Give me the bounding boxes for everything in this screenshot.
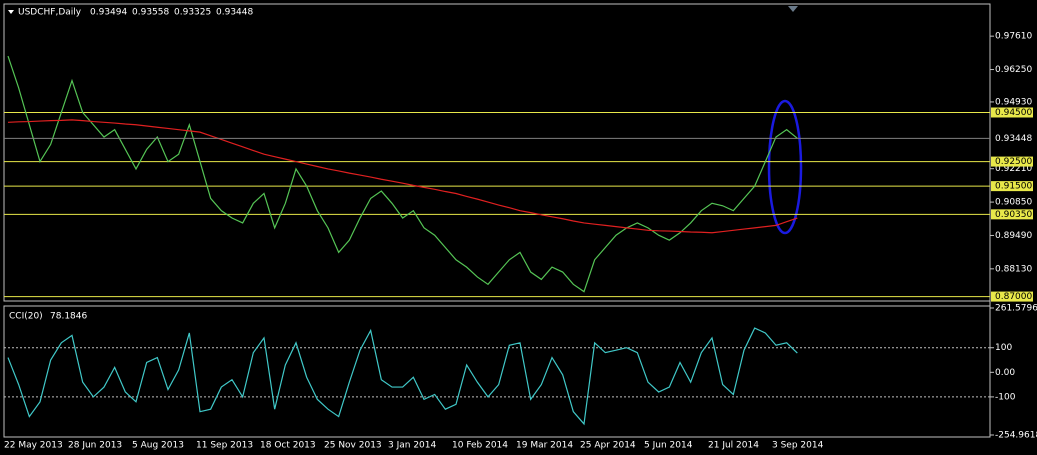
level-label-box — [991, 181, 1033, 192]
x-tick-label: 3 Sep 2014 — [772, 441, 824, 451]
highlight-ellipse — [767, 99, 803, 235]
x-tick-label: 5 Jun 2014 — [644, 441, 693, 451]
x-tick-label: 5 Aug 2013 — [132, 441, 184, 451]
x-tick-label: 18 Oct 2013 — [260, 441, 316, 451]
y-tick-label: -100 — [995, 392, 1016, 402]
shift-marker[interactable] — [788, 6, 798, 12]
y-tick-label: 0.00 — [995, 368, 1015, 378]
close-value: 0.93448 — [216, 8, 253, 18]
x-tick-label: 11 Sep 2013 — [196, 441, 253, 451]
series-line — [7, 55, 798, 293]
current-price-label: 0.93448 — [995, 134, 1032, 144]
menu-arrow[interactable] — [8, 10, 14, 14]
x-tick-label: 28 Jun 2013 — [68, 441, 122, 451]
level-label-box — [991, 156, 1033, 167]
cci-title: CCI(20) — [9, 312, 43, 322]
y-tick-label: 0.90850 — [995, 198, 1032, 208]
y-tick-label: 100 — [995, 343, 1012, 353]
y-tick-label: 261.5796 — [995, 304, 1037, 314]
high-value: 0.93558 — [132, 8, 169, 18]
symbol-title: USDCHF,Daily — [18, 8, 82, 18]
open-value: 0.93494 — [90, 8, 127, 18]
price-panel — [3, 3, 991, 302]
x-tick-label: 21 Jul 2014 — [708, 441, 759, 451]
series-line — [7, 119, 798, 234]
y-tick-label: 0.92210 — [995, 164, 1032, 174]
x-tick-label: 10 Feb 2014 — [452, 441, 508, 451]
level-label-box — [991, 209, 1033, 220]
cci-value: 78.1846 — [50, 312, 87, 322]
x-tick-label: 3 Jan 2014 — [388, 441, 436, 451]
low-value: 0.93325 — [174, 8, 211, 18]
series-line — [7, 327, 798, 426]
level-label: 0.94500 — [995, 108, 1032, 118]
y-tick-label: 0.94930 — [995, 97, 1032, 107]
level-label: 0.91500 — [995, 182, 1032, 192]
level-label-box — [991, 107, 1033, 118]
y-tick-label: 0.97610 — [995, 32, 1032, 42]
x-tick-label: 19 Mar 2014 — [516, 441, 573, 451]
level-label: 0.92500 — [995, 157, 1032, 167]
y-tick-label: 0.96250 — [995, 65, 1032, 75]
x-tick-label: 25 Apr 2014 — [580, 441, 636, 451]
level-label: 0.90350 — [995, 210, 1032, 220]
x-tick-label: 22 May 2013 — [4, 441, 63, 451]
x-tick-label: 25 Nov 2013 — [324, 441, 382, 451]
y-tick-label: -254.9618 — [995, 431, 1037, 441]
cci-panel — [3, 305, 991, 438]
y-tick-label: 0.88130 — [995, 264, 1032, 274]
level-label-box — [991, 291, 1033, 302]
y-tick-label: 0.89490 — [995, 231, 1032, 241]
level-label: 0.87000 — [995, 292, 1032, 302]
